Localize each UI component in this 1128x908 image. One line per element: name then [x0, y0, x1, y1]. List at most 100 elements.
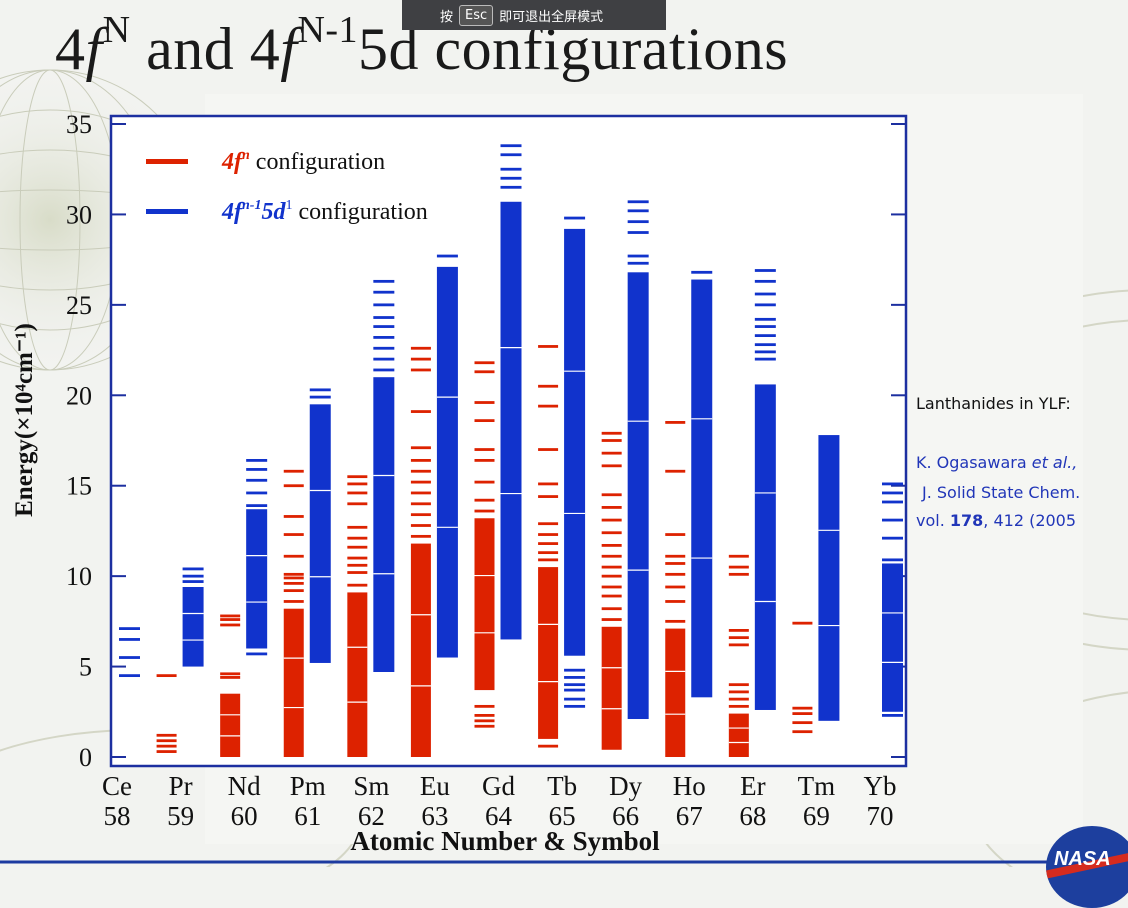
fN-level	[283, 469, 304, 473]
fN-level	[347, 491, 368, 495]
fN-level	[538, 744, 559, 748]
fN1-level	[119, 674, 140, 678]
fN-band	[347, 592, 368, 757]
fN-level	[728, 554, 749, 558]
fN1-level	[564, 676, 586, 679]
fN1-level	[754, 269, 776, 272]
fN-level	[538, 384, 559, 388]
fN-level	[347, 502, 368, 506]
x-tick-symbol: Dy	[609, 771, 642, 801]
fN1-level	[564, 704, 586, 708]
fN-level	[410, 368, 431, 372]
fN-level	[410, 491, 431, 495]
fN1-level	[627, 254, 649, 258]
fN1-level	[754, 303, 776, 307]
fN-level	[665, 533, 686, 536]
fN1-level	[754, 292, 776, 296]
fN-level	[474, 704, 495, 708]
x-tick-number: 68	[739, 801, 766, 831]
y-tick-label: 35	[66, 110, 92, 139]
fN1-level	[373, 346, 395, 350]
fN-band	[538, 567, 559, 739]
fN-level	[474, 401, 495, 404]
fN1-level	[119, 656, 140, 659]
fN-level	[347, 583, 368, 587]
fN1-band	[309, 404, 331, 663]
fN1-level	[564, 688, 586, 692]
fN-level	[601, 594, 622, 598]
fN-band	[665, 628, 686, 757]
fN-level	[474, 724, 495, 728]
element-column-ho	[665, 270, 713, 757]
fN-level	[665, 469, 686, 473]
fN-level	[538, 551, 559, 555]
fN-level	[156, 674, 177, 678]
energy-level-chart: 0 5 10 15 20 25 30 35 4fn configuration 4fn-15d1…	[11, 110, 908, 856]
legend-swatch	[146, 159, 188, 164]
fN-band	[728, 713, 749, 757]
fN-level	[601, 618, 622, 621]
fN1-level	[309, 388, 331, 392]
fN-level	[538, 482, 559, 486]
x-tick-symbol: Ce	[102, 771, 132, 801]
fN1-band	[436, 266, 458, 658]
element-column-yb	[882, 482, 903, 717]
fN1-level	[373, 336, 395, 339]
x-tick-symbol: Eu	[420, 771, 450, 801]
fN-level	[474, 498, 495, 502]
fN1-level	[754, 350, 776, 354]
x-tick-symbol: Tb	[547, 771, 577, 801]
x-tick-number: 69	[803, 801, 830, 831]
fN1-level	[246, 491, 268, 495]
fN1-level	[309, 395, 331, 399]
fN1-band	[754, 384, 776, 710]
fN-level	[601, 585, 622, 589]
fN-level	[347, 475, 368, 479]
y-tick-label: 0	[79, 743, 92, 772]
y-tick-label: 10	[66, 562, 92, 591]
fN-level	[601, 464, 622, 468]
fN-level	[410, 502, 431, 506]
x-tick-number: 59	[167, 801, 194, 831]
fN-level	[283, 589, 304, 593]
side-note-heading: Lanthanides in YLF:	[916, 394, 1071, 413]
fN-level	[665, 600, 686, 603]
fN1-level	[373, 368, 395, 372]
x-tick-symbol: Sm	[353, 771, 389, 801]
fN1-level	[373, 357, 395, 361]
fN-level	[601, 431, 622, 435]
element-column-er	[728, 269, 776, 757]
fN-level	[601, 565, 622, 569]
fN1-level	[754, 357, 776, 361]
fN-level	[347, 556, 368, 560]
fN1-level	[246, 458, 268, 462]
citation-line-1: K. Ogasawara et al.,	[916, 453, 1078, 472]
fN1-band	[691, 279, 713, 698]
fN1-level	[246, 504, 268, 508]
x-tick-symbol: Nd	[228, 771, 261, 801]
x-tick-symbol: Pr	[169, 771, 193, 801]
element-column-eu	[410, 254, 458, 757]
citation-line-3: vol. 178, 412 (2005	[916, 511, 1077, 530]
fN-level	[283, 484, 304, 488]
fN-level	[410, 446, 431, 450]
fN-level	[220, 672, 241, 676]
fN1-level	[246, 468, 268, 471]
fN1-level	[182, 574, 204, 578]
fN1-level	[246, 652, 268, 656]
element-column-ce	[119, 627, 140, 678]
fN-level	[283, 576, 304, 580]
y-tick-label: 20	[66, 381, 92, 410]
fN1-level	[882, 500, 903, 504]
fN1-level	[373, 290, 395, 294]
legend-label: 4fn configuration	[221, 148, 385, 175]
fN1-band	[500, 201, 522, 640]
x-tick-number: 61	[294, 801, 321, 831]
fN-level	[601, 439, 622, 442]
esc-key-label[interactable]: Esc	[459, 4, 494, 26]
fN1-level	[627, 209, 649, 213]
fN1-level	[564, 668, 586, 672]
fN1-band	[882, 563, 903, 712]
fN-level	[283, 554, 304, 558]
fN-level	[474, 448, 495, 451]
